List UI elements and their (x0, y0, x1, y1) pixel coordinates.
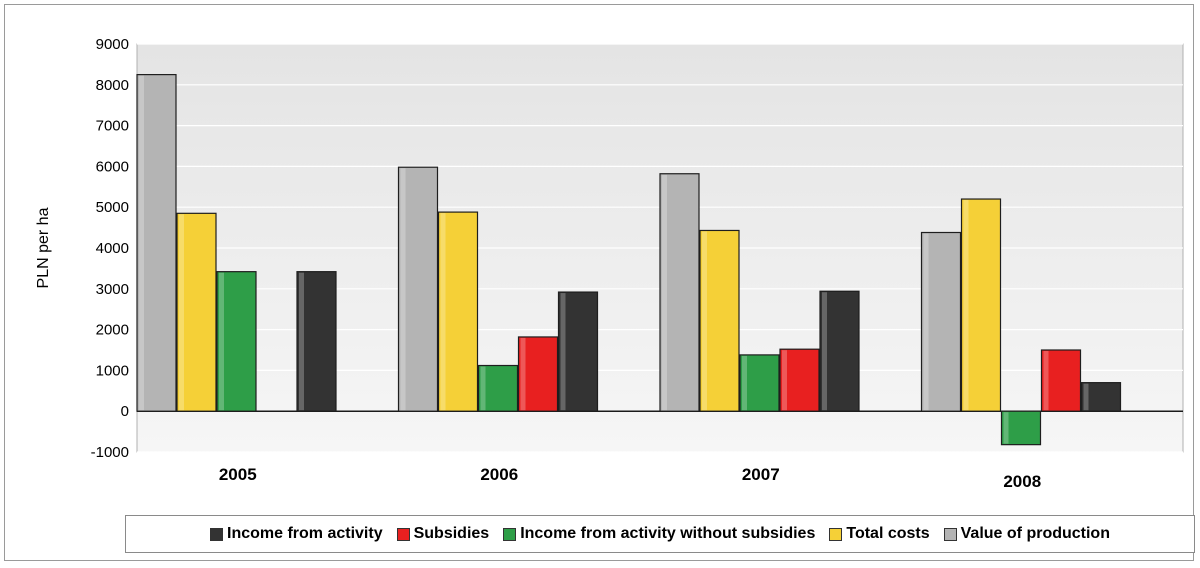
x-tick-label: 2007 (742, 465, 780, 484)
legend-item: Income from activity without subsidies (503, 525, 815, 543)
bar-2007-subsidies (779, 348, 820, 412)
bar-highlight (782, 350, 787, 411)
y-tick-label: 4000 (96, 240, 129, 257)
bar-2007-value-of-production (659, 173, 700, 412)
bar-2008-subsidies (1040, 349, 1082, 412)
legend-item: Income from activity (210, 525, 383, 543)
bar-highlight (480, 366, 486, 411)
bar-2005-income-from-activity (296, 271, 337, 412)
x-tick-label: 2005 (219, 465, 257, 484)
y-tick-label: 9000 (96, 36, 129, 53)
bar-highlight (179, 214, 184, 411)
bar-highlight (1003, 412, 1009, 444)
y-tick-label: 2000 (96, 322, 129, 339)
chart-frame (4, 4, 1194, 561)
bar-2007-income-from-activity (819, 290, 860, 412)
legend-label: Income from activity without subsidies (520, 525, 816, 542)
bar-highlight (560, 293, 566, 411)
legend-swatch (503, 527, 517, 541)
bar-2006-total-costs (437, 211, 479, 412)
bar-highlight (299, 272, 304, 411)
bar-highlight (702, 231, 707, 411)
legend-label: Value of production (960, 525, 1110, 542)
bar-highlight (1043, 351, 1049, 411)
bar-2006-income-from-activity (557, 291, 599, 412)
bar-2008-total-costs (960, 198, 1002, 412)
y-tick-label: -1000 (91, 444, 129, 461)
bar-highlight (963, 200, 969, 411)
y-tick-label: 7000 (96, 118, 129, 135)
bar-highlight (742, 355, 747, 411)
bar-2005-value-of-production (136, 73, 177, 412)
bar-2008-income-from-activity-without-subsidies (1000, 410, 1042, 446)
legend-swatch (829, 527, 843, 541)
legend-label: Income from activity (227, 525, 383, 542)
bar-highlight (139, 75, 144, 411)
bar-highlight (400, 168, 406, 411)
x-tick-label: 2006 (480, 465, 518, 484)
bar-2008-value-of-production (920, 231, 962, 412)
legend-item: Subsidies (396, 525, 490, 543)
bar-2007-total-costs (699, 229, 740, 412)
legend-label: Total costs (846, 525, 930, 542)
bar-2006-value-of-production (397, 166, 439, 412)
bar-2008-income-from-activity (1080, 382, 1122, 412)
bar-highlight (923, 233, 929, 411)
y-tick-label: 0 (121, 403, 129, 420)
bar-highlight (822, 292, 827, 411)
y-tick-label: 5000 (96, 199, 129, 216)
legend-item: Value of production (943, 525, 1110, 543)
bar-2005-total-costs (176, 212, 217, 412)
legend-swatch (396, 527, 410, 541)
x-axis-ticks: 2005 2006 2007 2008 (219, 465, 1041, 491)
bar-highlight (520, 337, 526, 411)
y-tick-label: 6000 (96, 158, 129, 175)
bar-highlight (440, 213, 446, 411)
y-tick-label: 3000 (96, 281, 129, 298)
y-axis-ticks: 9000 8000 7000 6000 5000 4000 3000 2000 1000 0 -10… (91, 36, 129, 461)
bar-2007-income-from-activity-without-subsidies (739, 354, 780, 412)
y-tick-label: 8000 (96, 77, 129, 94)
bar-2006-income-from-activity-without-subsidies (477, 364, 519, 412)
bar-2005-income-from-activity-without-subsidies (216, 271, 257, 412)
bar-2006-subsidies (517, 336, 559, 412)
legend-swatch (210, 527, 223, 541)
legend: Income from activity Subsidies Income from… (125, 515, 1195, 553)
y-axis-label: PLN per ha (35, 207, 52, 288)
bar-highlight (662, 174, 667, 411)
bar-highlight (1083, 383, 1089, 411)
x-tick-label: 2008 (1003, 472, 1041, 491)
legend-label: Subsidies (413, 525, 490, 542)
legend-item: Total costs (829, 525, 930, 543)
y-tick-label: 1000 (96, 362, 129, 379)
bars-group (136, 73, 1122, 446)
bar-highlight (219, 272, 224, 411)
legend-swatch (943, 527, 957, 541)
